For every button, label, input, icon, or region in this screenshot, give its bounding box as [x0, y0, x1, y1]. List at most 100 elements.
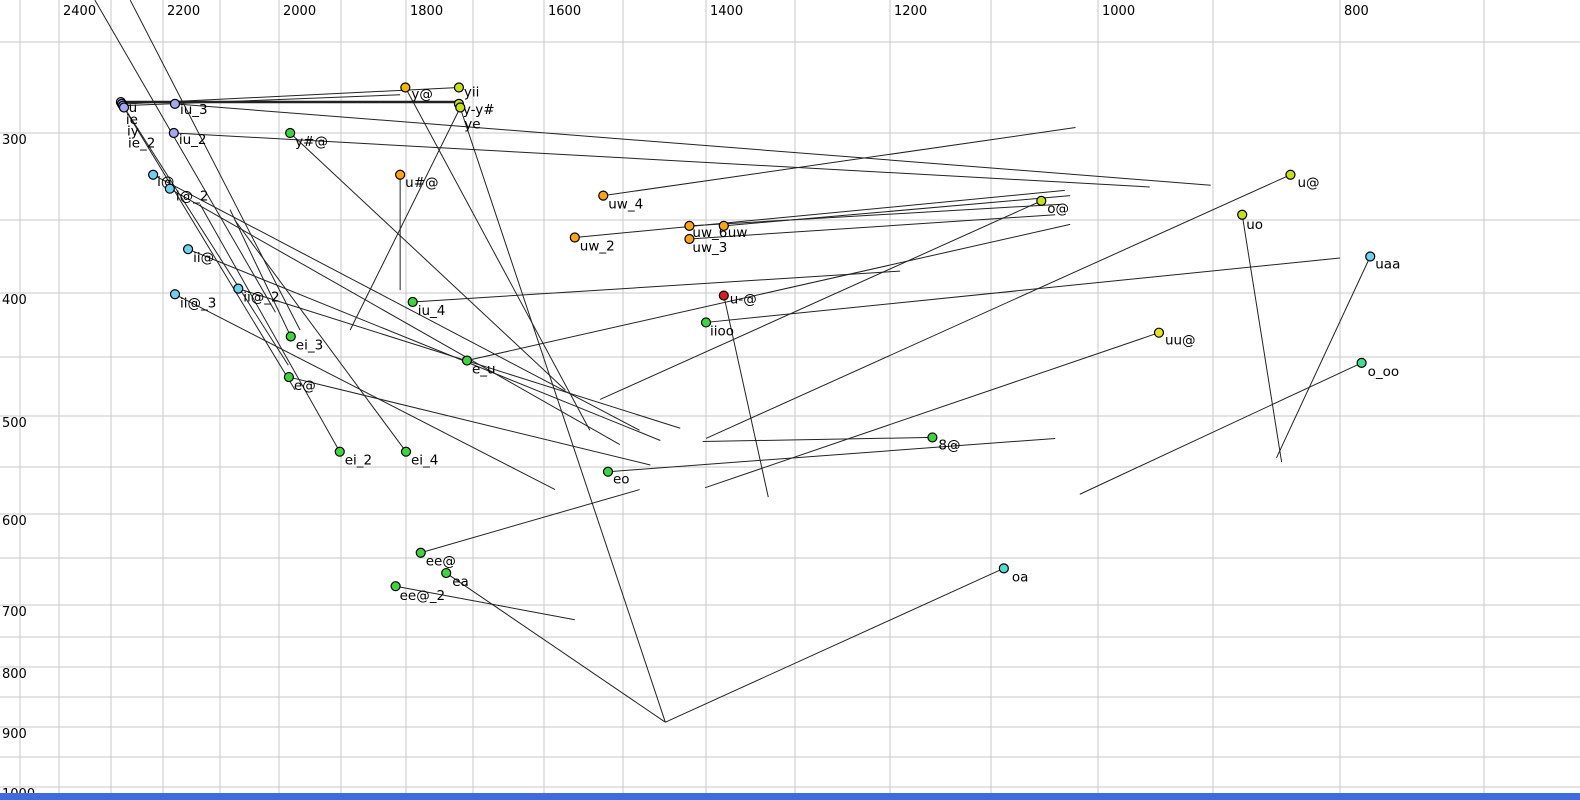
data-point-uo[interactable] — [1237, 209, 1248, 220]
trajectory-line — [420, 489, 640, 554]
data-point-uw_2[interactable] — [569, 232, 580, 243]
point-label: iu — [125, 100, 137, 116]
point-label: uw_3 — [692, 240, 727, 256]
data-point-o@[interactable] — [1036, 195, 1047, 206]
data-point-i@[interactable] — [148, 169, 159, 180]
point-label: ei_3 — [296, 338, 323, 354]
data-point-yii[interactable] — [453, 82, 465, 93]
trajectory-line — [599, 200, 1042, 400]
data-point-u@[interactable] — [1285, 169, 1296, 180]
trajectory-line — [174, 103, 1211, 186]
trajectory-line — [121, 103, 289, 366]
x-tick-label: 1000 — [1102, 4, 1135, 19]
trajectory-line — [665, 567, 1005, 723]
trajectory-line — [288, 376, 651, 466]
point-label: eo — [613, 472, 630, 488]
data-point-uw[interactable] — [718, 220, 729, 231]
data-point-ea[interactable] — [441, 567, 452, 579]
point-label: uw_4 — [608, 197, 643, 213]
data-point-eo[interactable] — [602, 466, 614, 477]
trajectory-line — [349, 107, 461, 331]
data-point-iu_2[interactable] — [168, 127, 179, 139]
point-label: oa — [1012, 569, 1029, 585]
data-point-u#@[interactable] — [395, 169, 406, 180]
bottom-scrollbar[interactable] — [0, 793, 1580, 800]
point-label: ii@ — [193, 250, 214, 266]
data-point-iu_4[interactable] — [407, 296, 418, 308]
data-points: iuieiyie_2iu_3iu_2i@i@_2ii@ii@_2ii@_3y#@… — [115, 82, 1400, 604]
x-tick-label: 2000 — [283, 4, 316, 19]
data-point-ee@[interactable] — [415, 547, 426, 558]
data-point-ye[interactable] — [455, 102, 466, 113]
y-tick-label: 900 — [2, 727, 27, 742]
point-label: ei_4 — [411, 453, 438, 469]
trajectory-line — [173, 132, 1150, 188]
data-point-ei_3[interactable] — [285, 331, 296, 342]
trajectory-line — [129, 0, 301, 331]
point-label: iu_4 — [418, 303, 446, 319]
trajectory-line — [187, 248, 661, 441]
data-point-ie_2[interactable] — [118, 102, 130, 113]
trajectory-line — [1241, 214, 1283, 462]
data-point-oa[interactable] — [998, 563, 1009, 574]
data-point-uw_4[interactable] — [598, 190, 609, 201]
trajectory-line — [705, 332, 1160, 489]
point-label: u@ — [1297, 175, 1319, 191]
point-label: iu_2 — [179, 132, 207, 148]
y-tick-label: 700 — [2, 605, 27, 620]
data-point-ei_2[interactable] — [334, 446, 345, 457]
data-point-uu@[interactable] — [1153, 327, 1165, 338]
data-point-uaa[interactable] — [1365, 251, 1376, 262]
trajectory-line — [122, 94, 401, 107]
data-point-iu_3[interactable] — [169, 98, 181, 109]
data-point-u-@[interactable] — [718, 290, 729, 301]
data-point-e_u[interactable] — [461, 355, 473, 366]
trajectory-lines — [94, 0, 1371, 723]
data-point-uw_3[interactable] — [684, 233, 695, 245]
x-tick-label: 1600 — [548, 4, 581, 19]
trajectory-line — [702, 436, 933, 442]
trajectory-line — [723, 295, 769, 498]
point-label: u#@ — [405, 175, 438, 191]
data-point-y@[interactable] — [400, 82, 411, 93]
trajectory-line — [705, 257, 1341, 323]
trajectory-line — [603, 127, 1076, 197]
point-label: uw_6 — [692, 225, 727, 241]
data-point-ii@[interactable] — [182, 244, 194, 255]
x-tick-label: 1800 — [410, 4, 443, 19]
point-label: ii@_3 — [180, 295, 216, 311]
data-point-o_oo[interactable] — [1356, 357, 1367, 368]
point-label: yii — [464, 85, 480, 101]
trajectory-line — [1276, 256, 1371, 459]
data-point-iioo[interactable] — [700, 317, 712, 328]
data-point-ii@_2[interactable] — [233, 283, 244, 294]
trajectory-line — [458, 103, 666, 723]
point-label: y-y# — [463, 102, 495, 118]
data-point-i@_2[interactable] — [164, 183, 175, 194]
trajectory-line — [395, 585, 575, 621]
trajectory-line — [94, 0, 276, 313]
x-tick-label: 800 — [1344, 4, 1369, 19]
data-point-ii@_3[interactable] — [169, 289, 181, 300]
data-point-uw_6[interactable] — [684, 220, 695, 231]
point-label: iu_3 — [180, 102, 208, 118]
trajectory-line — [705, 174, 1291, 439]
x-tick-label: 2400 — [63, 4, 96, 19]
x-tick-label: 2200 — [167, 4, 200, 19]
trajectory-line — [445, 572, 666, 723]
data-point-e@[interactable] — [283, 371, 295, 383]
trajectory-line — [404, 87, 591, 431]
data-point-ei_4[interactable] — [400, 446, 412, 457]
trajectory-line — [169, 188, 621, 445]
point-label: ei_2 — [345, 453, 372, 469]
trajectory-line — [689, 214, 1056, 240]
y-tick-label: 500 — [2, 416, 27, 431]
point-label: ee@_2 — [400, 588, 445, 604]
data-point-8@[interactable] — [927, 432, 938, 443]
trajectory-line — [229, 209, 292, 337]
point-label: uu@ — [1165, 333, 1196, 349]
data-point-y#@[interactable] — [285, 127, 296, 139]
data-point-ee@_2[interactable] — [390, 581, 401, 592]
